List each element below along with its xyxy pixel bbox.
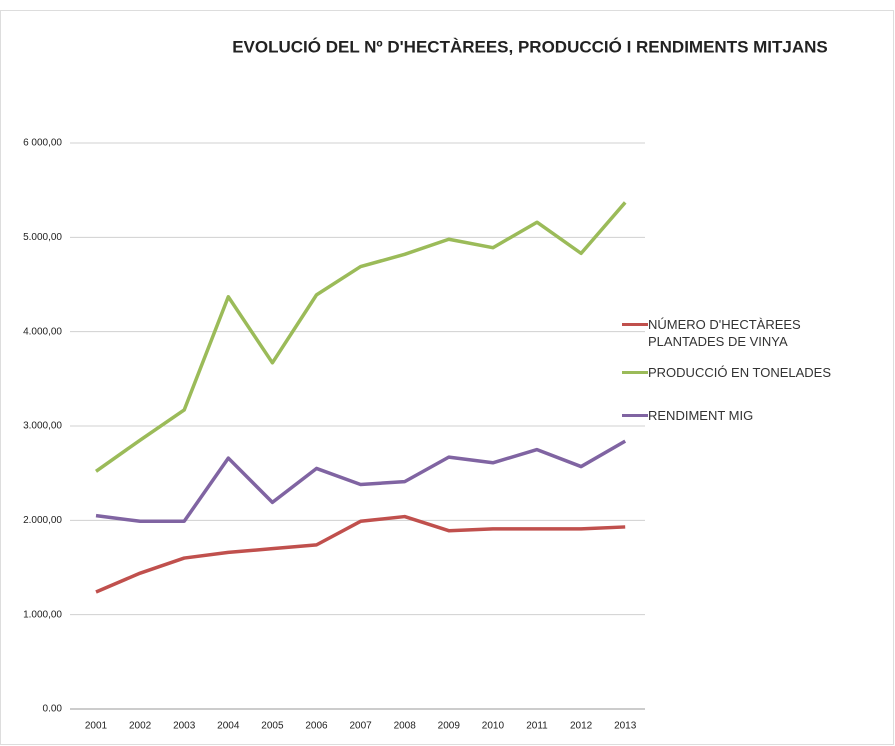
legend-label: NÚMERO D'HECTÀREES PLANTADES DE VINYA <box>648 317 801 349</box>
x-tick-label: 2003 <box>173 721 196 732</box>
x-tick-label: 2013 <box>614 721 637 732</box>
chart-border <box>0 10 894 745</box>
y-tick-label: 0.00 <box>43 704 63 715</box>
x-tick-label: 2005 <box>261 721 284 732</box>
x-tick-label: 2011 <box>526 721 548 732</box>
y-tick-label: 1.000,00 <box>23 609 62 620</box>
legend-swatch <box>622 371 648 374</box>
legend: NÚMERO D'HECTÀREES PLANTADES DE VINYA PRO… <box>622 316 852 438</box>
series-line <box>94 201 627 473</box>
x-tick-label: 2012 <box>570 721 593 732</box>
x-tick-label: 2010 <box>482 721 505 732</box>
series-line <box>95 514 626 594</box>
x-tick-label: 2002 <box>129 721 152 732</box>
legend-item: RENDIMENT MIG <box>622 407 852 424</box>
legend-label: RENDIMENT MIG <box>648 408 754 423</box>
x-tick-label: 2009 <box>438 721 461 732</box>
series-line <box>95 439 627 524</box>
x-tick-label: 2006 <box>305 721 328 732</box>
chart-title: EVOLUCIÓ DEL Nº D'HECTÀREES, PRODUCCIÓ I… <box>232 37 828 56</box>
x-tick-label: 2001 <box>85 721 108 732</box>
x-tick-label: 2007 <box>349 721 372 732</box>
x-tick-label: 2004 <box>217 721 240 732</box>
legend-swatch <box>622 323 648 326</box>
legend-label: PRODUCCIÓ EN TONELADES <box>648 365 832 380</box>
x-tick-label: 2008 <box>394 721 417 732</box>
y-tick-label: 6 000,00 <box>23 138 62 149</box>
y-tick-label: 3.000,00 <box>23 421 62 432</box>
y-tick-label: 4.000,00 <box>23 326 62 337</box>
legend-item: PRODUCCIÓ EN TONELADES <box>622 364 852 381</box>
y-tick-label: 5.000,00 <box>23 232 62 243</box>
legend-swatch <box>622 414 648 417</box>
legend-item: NÚMERO D'HECTÀREES PLANTADES DE VINYA <box>622 316 852 350</box>
y-tick-label: 2.000,00 <box>23 515 62 526</box>
